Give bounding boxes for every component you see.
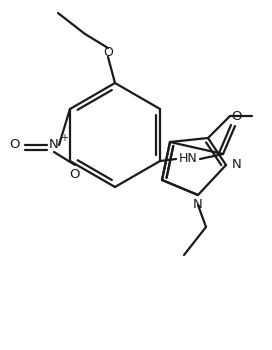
Text: O: O xyxy=(70,168,80,181)
Text: -: - xyxy=(83,165,87,175)
Text: N: N xyxy=(49,139,59,152)
Text: +: + xyxy=(60,133,68,143)
Text: N: N xyxy=(193,198,203,211)
Text: O: O xyxy=(231,111,241,124)
Text: N: N xyxy=(232,159,242,172)
Text: O: O xyxy=(9,139,19,152)
Text: HN: HN xyxy=(179,152,197,164)
Text: O: O xyxy=(103,47,113,60)
